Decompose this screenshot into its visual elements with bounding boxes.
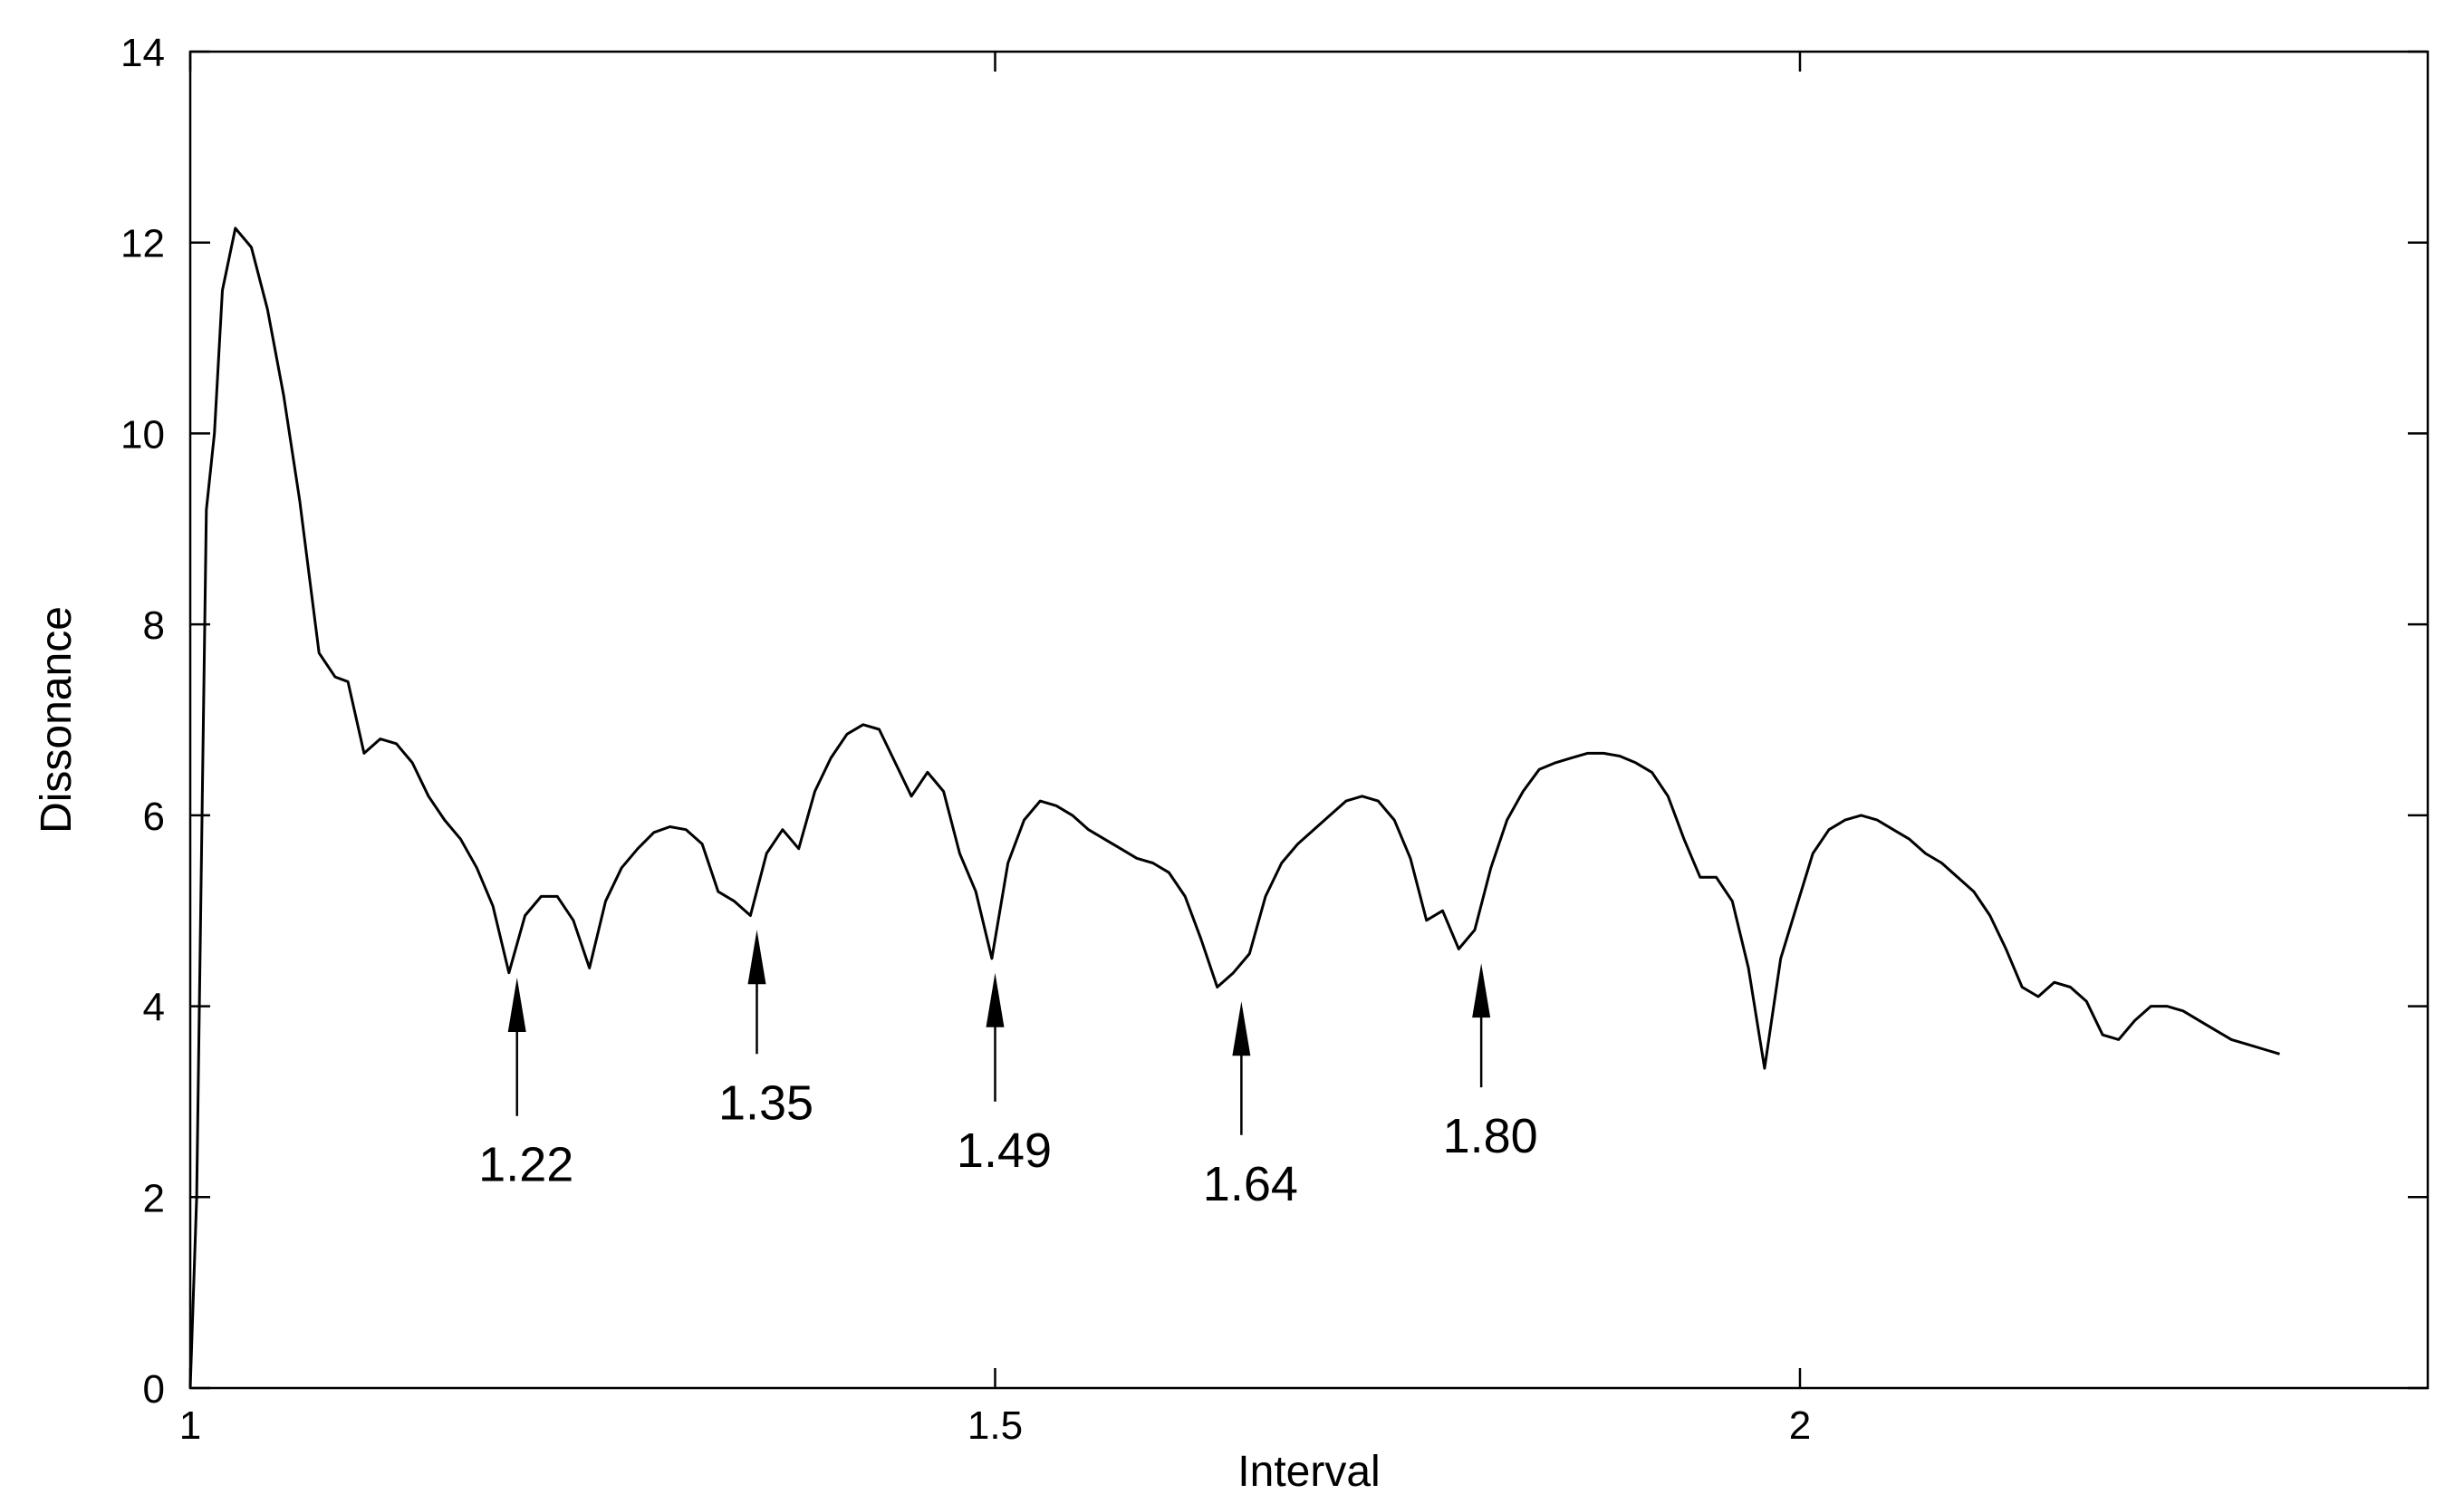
y-tick-label: 0 xyxy=(143,1367,165,1412)
annotation-label: 1.80 xyxy=(1443,1109,1538,1163)
plot-frame xyxy=(188,50,2430,1390)
annotation-arrow-head xyxy=(986,972,1005,1027)
annotation-label: 1.64 xyxy=(1203,1157,1298,1211)
y-tick-label: 4 xyxy=(143,986,165,1030)
annotation-arrow-head xyxy=(1472,963,1491,1018)
annotation-label: 1.22 xyxy=(478,1138,573,1192)
x-axis-label: Interval xyxy=(1237,1448,1380,1496)
annotation-label: 1.49 xyxy=(957,1123,1052,1178)
y-tick-label: 8 xyxy=(143,603,165,648)
x-tick-label: 2 xyxy=(1789,1403,1811,1448)
annotation-arrow-head xyxy=(1232,1001,1251,1056)
y-axis-label: Dissonance xyxy=(33,606,81,834)
annotation-label: 1.35 xyxy=(718,1075,813,1130)
x-tick-label: 1.5 xyxy=(967,1403,1023,1448)
y-tick-label: 6 xyxy=(143,795,165,839)
y-tick-label: 12 xyxy=(120,222,165,266)
annotation-arrow-head xyxy=(507,977,526,1032)
y-tick-label: 14 xyxy=(120,31,165,75)
annotation-arrow-head xyxy=(747,930,766,985)
x-tick-label: 1 xyxy=(179,1403,201,1448)
dissonance-curve xyxy=(188,227,2280,1389)
y-tick-label: 2 xyxy=(143,1176,165,1220)
y-tick-label: 10 xyxy=(120,412,165,457)
